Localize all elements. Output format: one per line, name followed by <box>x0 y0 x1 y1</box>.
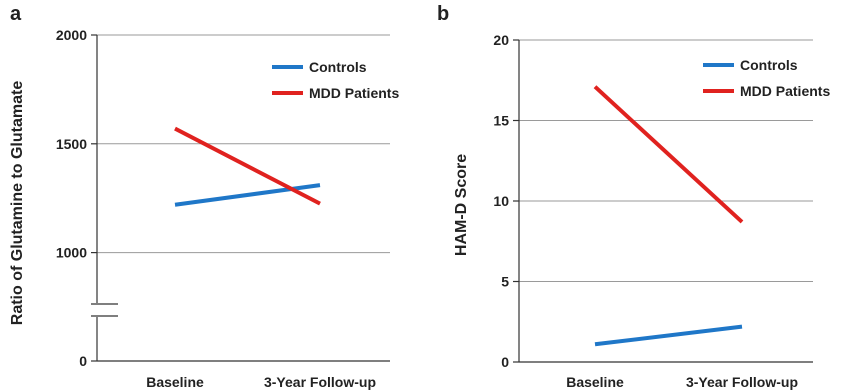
panel-b-x-tick-labels: Baseline 3-Year Follow-up <box>566 374 798 390</box>
y-tick-label: 5 <box>501 274 509 290</box>
panel-a-series <box>174 126 321 207</box>
x-tick-label: Baseline <box>146 374 204 390</box>
x-tick-label: 3-Year Follow-up <box>686 374 798 390</box>
panel-b-legend: Controls MDD Patients <box>703 57 830 99</box>
panel-a-label: a <box>10 3 22 25</box>
panel-b-y-ticks: 0 5 10 15 20 <box>493 32 519 370</box>
panel-a-ylabel: Ratio of Glutamine to Glutamate <box>9 81 26 326</box>
y-tick-label: 2000 <box>56 27 87 43</box>
x-tick-label: Baseline <box>566 374 624 390</box>
series-line-mdd-patients <box>593 85 744 224</box>
panel-b: b HAM-D Score 0 5 10 15 20 Baseline 3-Year Fo… <box>437 3 830 390</box>
panel-a-grid <box>97 34 390 254</box>
y-tick-label: 20 <box>493 32 509 48</box>
y-tick-label: 10 <box>493 193 509 209</box>
y-tick-label: 1000 <box>56 245 87 261</box>
y-tick-label: 15 <box>493 113 509 129</box>
y-tick-label: 0 <box>501 354 509 370</box>
panel-b-label: b <box>437 3 449 25</box>
legend-controls-label: Controls <box>740 57 798 73</box>
series-line-mdd-patients <box>174 126 321 206</box>
panel-b-grid <box>519 39 813 282</box>
y-tick-label: 0 <box>79 353 87 369</box>
series-line-controls <box>594 324 743 347</box>
panel-a-y-ticks: 0 1000 1500 2000 <box>56 27 97 369</box>
legend-controls-label: Controls <box>309 59 367 75</box>
panel-a-legend: Controls MDD Patients <box>272 59 399 101</box>
panel-b-series <box>593 85 744 347</box>
series-line-controls <box>174 183 321 207</box>
y-tick-label: 1500 <box>56 136 87 152</box>
panel-a: a Ratio of Glutamine to Glutamate 0 1000 1… <box>9 3 399 390</box>
panel-b-ylabel: HAM-D Score <box>453 154 470 256</box>
x-tick-label: 3-Year Follow-up <box>264 374 376 390</box>
legend-mdd-label: MDD Patients <box>740 83 830 99</box>
legend-mdd-label: MDD Patients <box>309 85 399 101</box>
panel-a-x-tick-labels: Baseline 3-Year Follow-up <box>146 374 376 390</box>
